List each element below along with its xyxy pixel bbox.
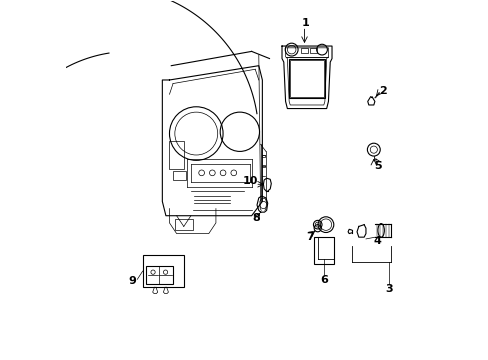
Text: 10: 10 — [243, 176, 258, 186]
Bar — [146, 266, 173, 284]
Text: 7: 7 — [305, 232, 313, 242]
Text: 5: 5 — [373, 161, 381, 171]
Bar — [261, 165, 264, 167]
Bar — [290, 60, 323, 97]
Bar — [142, 255, 183, 287]
Bar — [309, 48, 316, 53]
Text: 3: 3 — [385, 284, 392, 294]
Text: 2: 2 — [379, 86, 386, 96]
Bar — [169, 141, 183, 169]
Text: 1: 1 — [302, 18, 309, 28]
Bar — [173, 171, 185, 180]
Bar — [261, 155, 264, 157]
Bar — [288, 59, 324, 98]
Text: 9: 9 — [128, 276, 136, 286]
Bar — [300, 48, 307, 53]
Text: 8: 8 — [252, 212, 260, 222]
Bar — [313, 237, 333, 264]
Text: 6: 6 — [319, 275, 327, 285]
Text: 4: 4 — [373, 236, 381, 246]
Bar — [175, 219, 192, 230]
